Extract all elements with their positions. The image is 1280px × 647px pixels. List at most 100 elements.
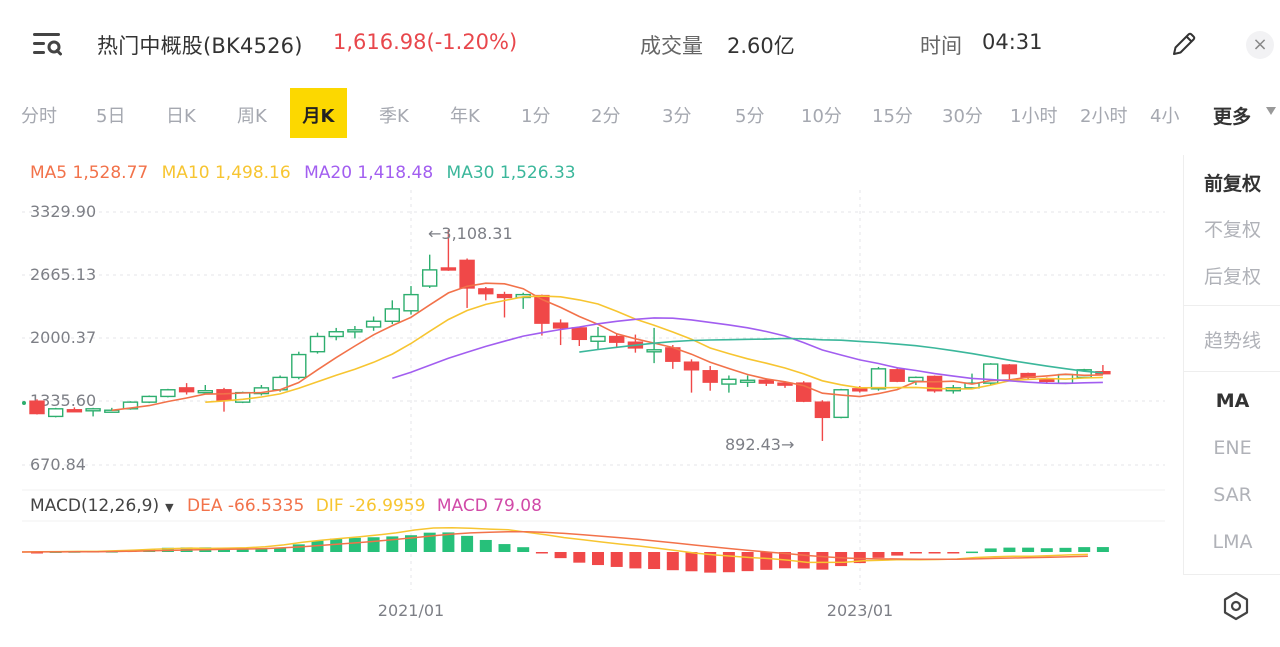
candle-body bbox=[926, 375, 943, 392]
macd-bar bbox=[947, 552, 960, 554]
tab-9[interactable]: 3分 bbox=[662, 106, 692, 127]
dea-value: DEA -66.5335 bbox=[187, 496, 305, 516]
close-button[interactable]: × bbox=[1246, 31, 1274, 59]
tab-13[interactable]: 30分 bbox=[942, 106, 983, 127]
trendline-button[interactable]: 趋势线 bbox=[1203, 330, 1261, 352]
ma10-line bbox=[205, 295, 1103, 403]
tab-5[interactable]: 季K bbox=[379, 106, 409, 127]
candle-body bbox=[459, 259, 475, 289]
candle-body bbox=[814, 401, 831, 419]
tab-12[interactable]: 15分 bbox=[872, 106, 913, 127]
candle-body bbox=[347, 329, 363, 333]
y-tick-label: 670.84 bbox=[30, 455, 86, 474]
y-tick-label: 2000.37 bbox=[30, 328, 96, 347]
candle-body bbox=[384, 308, 400, 322]
tab-7[interactable]: 1分 bbox=[521, 106, 551, 127]
ma30-line bbox=[579, 337, 1103, 374]
candle-body bbox=[646, 349, 662, 353]
macd-bar bbox=[1096, 547, 1109, 552]
macd-bar bbox=[1022, 547, 1035, 552]
ma30-value: MA30 1,526.33 bbox=[446, 163, 576, 183]
macd-bar bbox=[31, 552, 43, 554]
macd-bar bbox=[853, 552, 866, 564]
macd-bar bbox=[984, 548, 997, 552]
candle-body bbox=[702, 370, 718, 383]
tab-14[interactable]: 1小时 bbox=[1010, 106, 1058, 127]
adjust-forward[interactable]: 前复权 bbox=[1203, 173, 1261, 195]
macd-bar bbox=[479, 539, 492, 552]
candle-body bbox=[889, 369, 905, 382]
candle-body bbox=[234, 391, 251, 403]
dropdown-arrow-icon[interactable] bbox=[1266, 107, 1276, 115]
tab-0[interactable]: 分时 bbox=[21, 106, 57, 127]
macd-bar bbox=[816, 552, 829, 570]
macd-bar bbox=[909, 552, 922, 554]
candle-body bbox=[309, 335, 326, 353]
indicator-lma[interactable]: LMA bbox=[1212, 531, 1253, 553]
tab-4[interactable]: 月K bbox=[290, 88, 347, 138]
tab-8[interactable]: 2分 bbox=[591, 106, 621, 127]
indicator-ene[interactable]: ENE bbox=[1213, 437, 1252, 459]
macd-bar bbox=[442, 532, 455, 552]
tab-6[interactable]: 年K bbox=[450, 106, 480, 127]
adjust-none[interactable]: 不复权 bbox=[1203, 219, 1261, 241]
y-tick-label: 2665.13 bbox=[30, 265, 96, 284]
settings-icon[interactable] bbox=[1220, 590, 1252, 622]
macd-bar bbox=[348, 537, 361, 552]
macd-bar bbox=[722, 552, 735, 573]
macd-bar bbox=[554, 552, 567, 559]
tab-3[interactable]: 周K bbox=[237, 106, 267, 127]
candle-body bbox=[777, 382, 793, 386]
ma5-line bbox=[111, 282, 1103, 412]
indicator-ma[interactable]: MA bbox=[1215, 390, 1250, 412]
candle-body bbox=[983, 363, 999, 384]
volume-value: 2.60亿 bbox=[727, 34, 795, 58]
tab-11[interactable]: 10分 bbox=[801, 106, 842, 127]
macd-bar bbox=[928, 552, 941, 554]
candle-body bbox=[104, 409, 120, 413]
candle-body bbox=[141, 395, 157, 403]
candle-body bbox=[683, 361, 700, 371]
tab-10[interactable]: 5分 bbox=[735, 106, 765, 127]
candle-body bbox=[197, 390, 214, 394]
candle-body bbox=[964, 382, 980, 389]
macd-bar bbox=[648, 552, 661, 570]
candle-body bbox=[571, 327, 587, 341]
y-tick-label: 3329.90 bbox=[30, 202, 96, 221]
tab-15[interactable]: 2小时 bbox=[1080, 106, 1128, 127]
candle-body bbox=[178, 387, 195, 393]
candlestick-chart[interactable]: 3329.90 2665.13 2000.37 1335.60 670.84 2021/0… bbox=[0, 190, 1180, 630]
x-tick-label: 2021/01 bbox=[378, 601, 444, 620]
ma20-value: MA20 1,418.48 bbox=[304, 163, 434, 183]
candle-body bbox=[29, 400, 45, 415]
macd-bar bbox=[1078, 547, 1091, 552]
pencil-icon[interactable] bbox=[1170, 30, 1198, 58]
candle-body bbox=[66, 409, 83, 413]
candle-body bbox=[1001, 364, 1018, 375]
candle-body bbox=[870, 368, 887, 390]
indicator-side-panel: 前复权 不复权 后复权 趋势线 MA ENE SAR LMA bbox=[1183, 155, 1280, 575]
tab-16[interactable]: 4小 bbox=[1150, 106, 1180, 127]
macd-bar bbox=[255, 548, 268, 552]
tab-2[interactable]: 日K bbox=[166, 106, 196, 127]
dif-value: DIF -26.9959 bbox=[315, 496, 426, 516]
macd-bar bbox=[872, 552, 885, 558]
candle-body bbox=[590, 335, 606, 342]
macd-bar bbox=[1059, 547, 1072, 552]
macd-bar bbox=[405, 535, 417, 552]
tab-1[interactable]: 5日 bbox=[96, 106, 126, 127]
macd-bar bbox=[367, 537, 380, 552]
macd-indicator-selector[interactable]: MACD(12,26,9) bbox=[30, 496, 160, 516]
macd-bar bbox=[1040, 548, 1053, 552]
ma-legend: MA5 1,528.77 MA10 1,498.16 MA20 1,418.48… bbox=[30, 163, 584, 183]
candle-body bbox=[253, 387, 270, 395]
macd-bar bbox=[666, 552, 679, 571]
more-tabs-button[interactable]: 更多 bbox=[1213, 106, 1252, 128]
time-value: 04:31 bbox=[982, 30, 1043, 54]
indicator-sar[interactable]: SAR bbox=[1213, 484, 1252, 506]
adjust-backward[interactable]: 后复权 bbox=[1203, 266, 1261, 288]
dropdown-caret-icon[interactable]: ▼ bbox=[165, 501, 174, 514]
search-menu-icon[interactable] bbox=[32, 31, 62, 57]
macd-bar bbox=[835, 552, 848, 567]
period-tabs: 分时 5日 日K 周K 月K 季K 年K 1分 2分 3分 5分 10分 15分 30分 1小时 2小时 4小 更… bbox=[0, 88, 1280, 138]
